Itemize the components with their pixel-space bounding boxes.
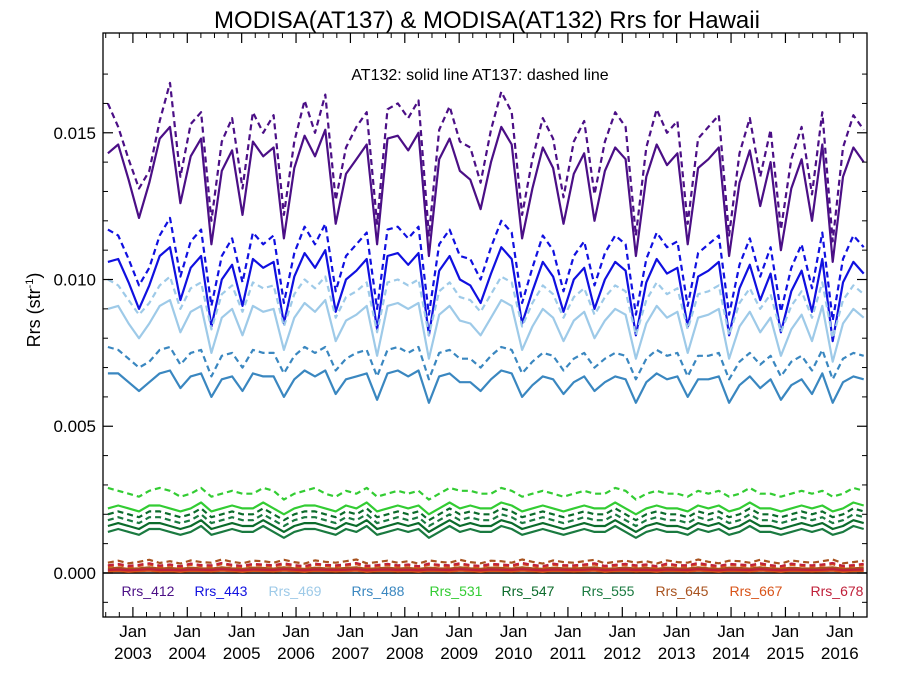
axes-ticks: 0.000 0.005 0.010 0.015 Jan 2003 Jan 2004 Jan 200… [53, 33, 867, 663]
x-tick-label-month: Jan [663, 622, 690, 641]
y-tick-label: 0.015 [53, 124, 96, 143]
x-tick-label-year: 2012 [603, 644, 641, 663]
x-tick-label-year: 2011 [550, 644, 587, 663]
legend-item-rrs-667: Rrs_667 [730, 583, 783, 599]
x-tick-label-year: 2013 [658, 644, 696, 663]
y-axis-label-sup: -1 [24, 279, 36, 289]
x-tick-label-year: 2016 [821, 644, 859, 663]
legend-item-rrs-678: Rrs_678 [811, 583, 864, 599]
series-line-rrs-667-at132 [107, 569, 864, 573]
series-line-rrs-488-at137 [107, 345, 864, 381]
y-tick-label: 0.010 [53, 271, 96, 290]
legend-item-rrs-555: Rrs_555 [582, 583, 635, 599]
series-line-rrs-555-at132 [107, 524, 865, 539]
x-tick-label-year: 2003 [114, 644, 152, 663]
series-line-rrs-412-at132 [107, 125, 865, 263]
series-line-rrs-678-at137 [107, 561, 864, 568]
y-tick-label: 0.005 [53, 417, 96, 436]
legend-item-rrs-645: Rrs_645 [656, 583, 709, 599]
x-tick-label-month: Jan [119, 622, 146, 641]
series-line-rrs-488-at132 [107, 369, 864, 404]
x-tick-label-month: Jan [174, 622, 201, 641]
x-tick-label-month: Jan [228, 622, 255, 641]
legend-item-rrs-531: Rrs_531 [430, 583, 483, 599]
series-line-rrs-469-at132 [107, 299, 865, 363]
x-tick-label-month: Jan [826, 622, 853, 641]
series-line-rrs-645-at132 [107, 566, 864, 571]
y-tick-label: 0.000 [53, 564, 96, 583]
x-tick-label-month: Jan [609, 622, 636, 641]
x-tick-label-year: 2007 [332, 644, 370, 663]
x-tick-label-year: 2008 [386, 644, 424, 663]
x-tick-label-year: 2005 [223, 644, 261, 663]
x-tick-label-year: 2009 [440, 644, 478, 663]
series-line-rrs-469-at137 [107, 275, 865, 340]
x-tick-label-year: 2015 [767, 644, 805, 663]
x-tick-label-month: Jan [282, 622, 309, 641]
series-line-rrs-443-at132 [107, 246, 865, 343]
x-tick-label-year: 2006 [277, 644, 315, 663]
x-tick-label-month: Jan [500, 622, 527, 641]
y-axis-label-close: ) [24, 273, 44, 279]
series-line-rrs-555-at137 [107, 513, 864, 528]
plot-frame [102, 32, 868, 618]
x-tick-label-month: Jan [554, 622, 581, 641]
x-tick-label-month: Jan [391, 622, 418, 641]
series-line-rrs-547-at132 [107, 519, 864, 534]
series-line-rrs-678-at132 [107, 568, 864, 572]
legend-item-rrs-443: Rrs_443 [195, 583, 248, 599]
series-line-rrs-412-at137 [106, 81, 865, 243]
x-tick-label-month: Jan [717, 622, 744, 641]
x-tick-label-month: Jan [445, 622, 472, 641]
x-tick-label-month: Jan [772, 622, 799, 641]
x-tick-label-year: 2010 [495, 644, 533, 663]
line-style-annotation: AT132: solid line AT137: dashed line [351, 67, 608, 84]
legend-item-rrs-412: Rrs_412 [122, 583, 175, 599]
series-line-rrs-547-at137 [107, 507, 865, 522]
series-line-rrs-645-at137 [107, 558, 864, 565]
legend-item-rrs-469: Rrs_469 [269, 583, 322, 599]
y-axis-label: Rrs (str-1) [24, 273, 44, 348]
chart-title: MODISA(AT137) & MODISA(AT132) Rrs for Ha… [214, 7, 760, 34]
legend-item-rrs-488: Rrs_488 [352, 583, 405, 599]
x-tick-label-year: 2004 [168, 644, 206, 663]
series-line-rrs-667-at137 [107, 563, 864, 569]
plot-area [103, 81, 867, 574]
legend: Rrs_412 Rrs_443 Rrs_469 Rrs_488 Rrs_531 Rrs_5… [122, 583, 864, 599]
legend-item-rrs-547: Rrs_547 [502, 583, 555, 599]
x-tick-label-month: Jan [337, 622, 364, 641]
series-line-rrs-531-at137 [107, 486, 864, 501]
series-line-rrs-443-at137 [107, 216, 865, 322]
x-tick-label-year: 2014 [712, 644, 750, 663]
series-line-rrs-531-at132 [107, 501, 865, 516]
